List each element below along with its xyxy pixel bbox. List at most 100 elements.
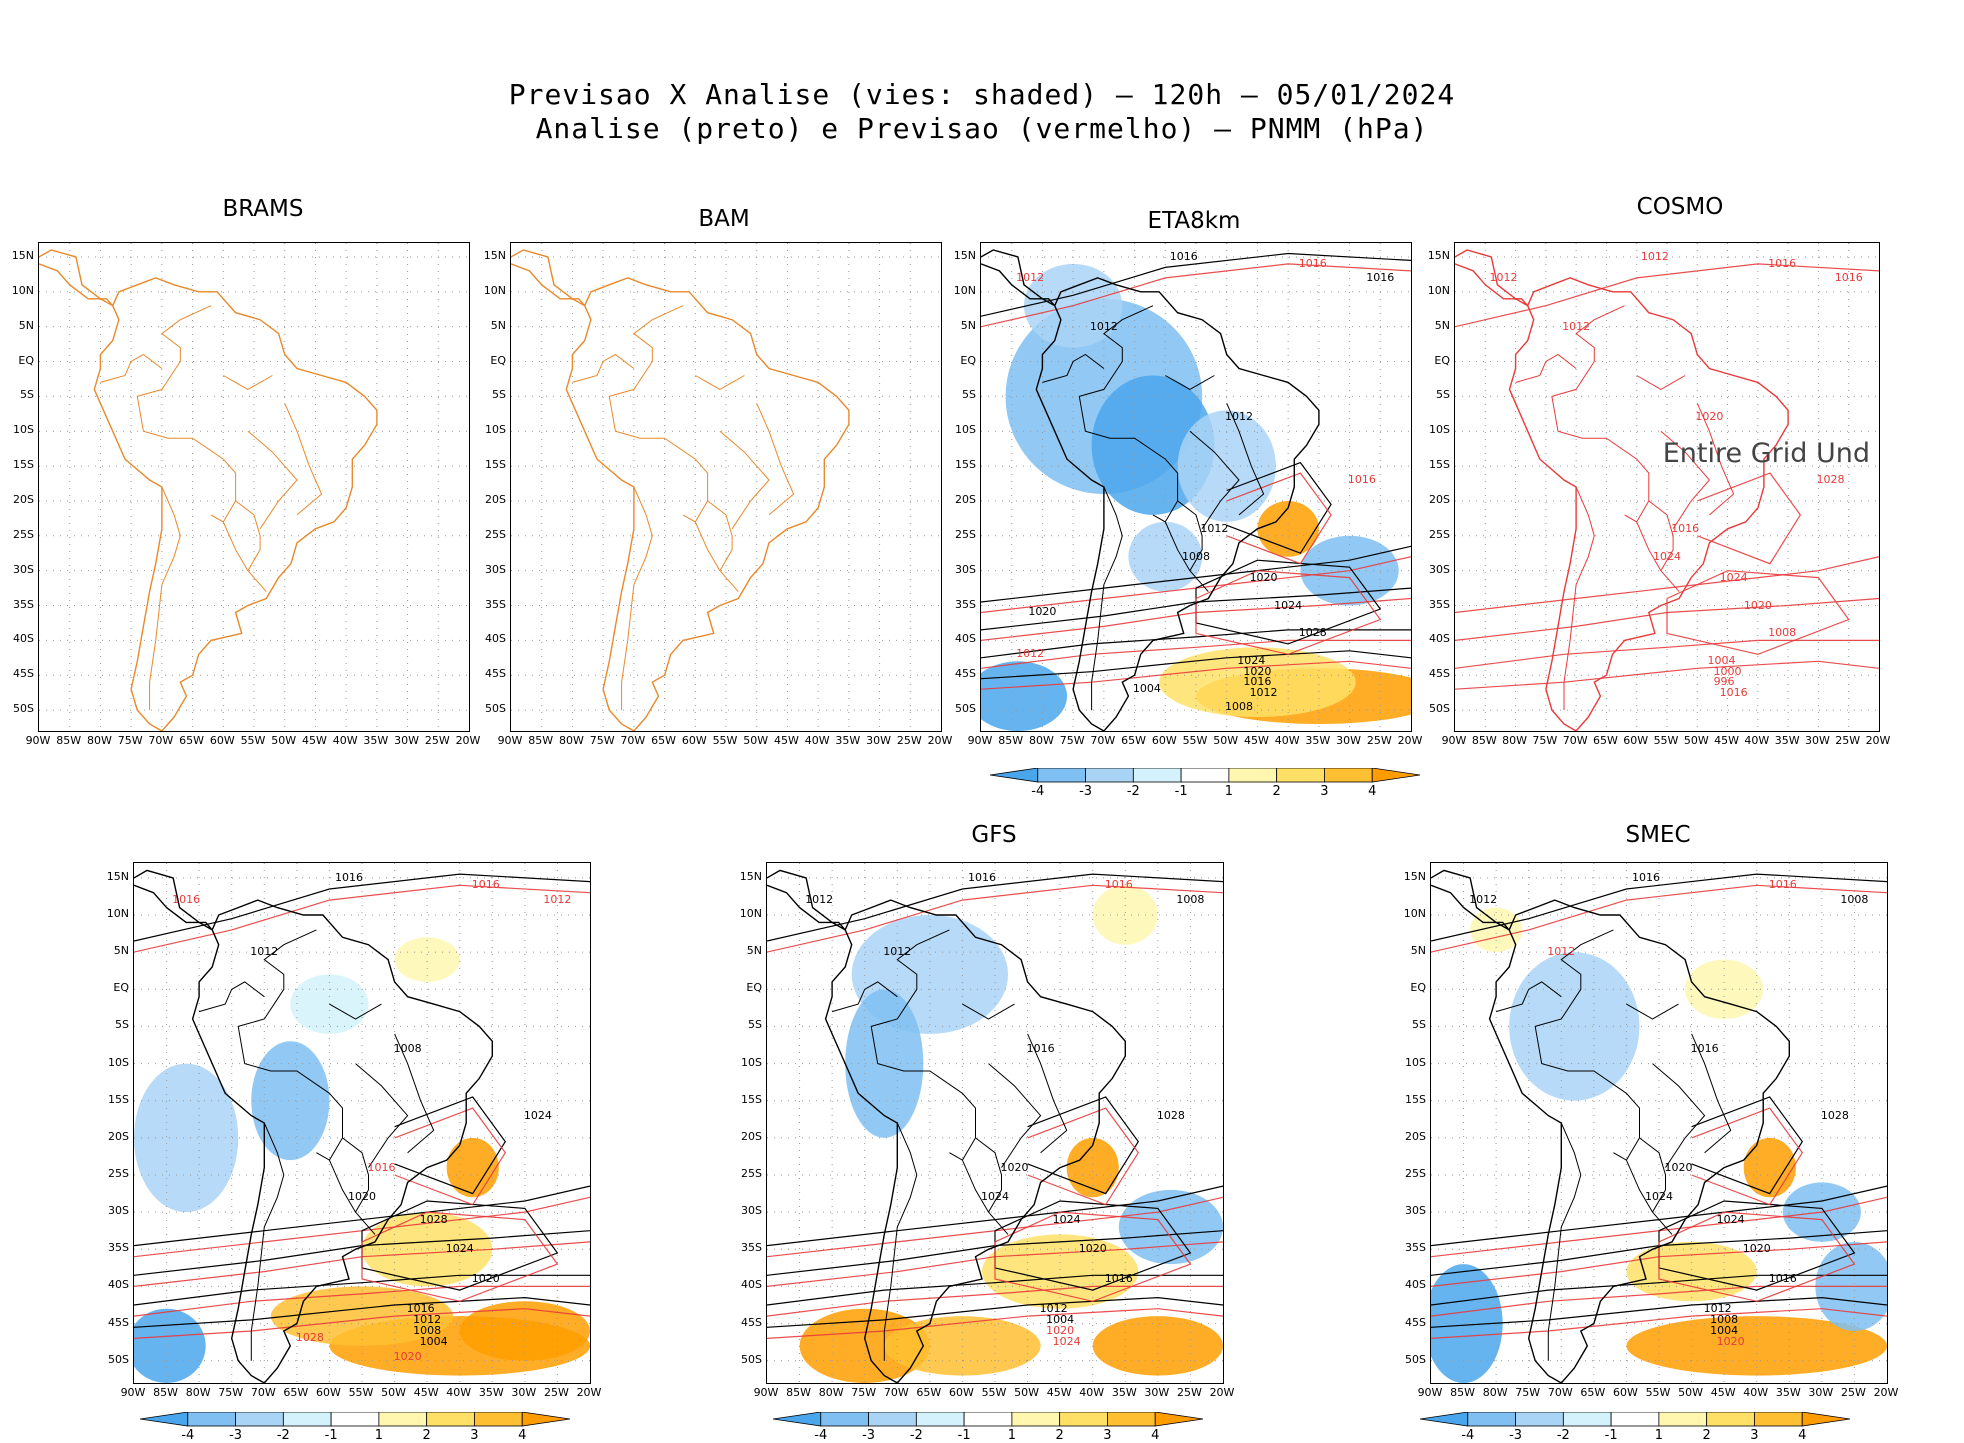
lat-tick-label: 20S [1405, 1129, 1426, 1143]
lat-tick-label: 15S [955, 458, 976, 472]
contour-label: 1024 [523, 1108, 552, 1122]
lon-tick-label: 55W [1182, 734, 1208, 747]
coastline-central-america [1455, 249, 1529, 307]
bias-shading [134, 1063, 239, 1213]
analysis-contour [981, 252, 1411, 317]
contour-label: 1024 [1274, 598, 1303, 612]
lat-tick-label: 20S [1429, 492, 1450, 506]
contour-label: 1012 [543, 893, 572, 907]
analysis-contour [1431, 1274, 1887, 1306]
country-border [621, 486, 653, 711]
colorbar-segment [1011, 1411, 1061, 1427]
lat-tick-label: 25S [13, 527, 34, 541]
lat-tick-label: 40S [13, 632, 34, 646]
bias-shading [1743, 1137, 1796, 1198]
colorbar-segment [915, 1411, 965, 1427]
country-border [962, 1003, 1015, 1020]
lat-tick-label: 45S [13, 667, 34, 681]
contour-label: 1016 [406, 1301, 435, 1315]
bias-shading [799, 1308, 930, 1383]
panel-title: BAM [698, 206, 750, 232]
lon-tick-label: 35W [1775, 1386, 1801, 1399]
contour-label: 1020 [1243, 664, 1272, 678]
lon-tick-label: 60W [1612, 1386, 1638, 1399]
country-border [1691, 1033, 1732, 1154]
grid-lines [767, 863, 1223, 1383]
forecast-contour [361, 1211, 559, 1302]
contour-label: 1020 [1028, 605, 1057, 619]
country-border [1091, 486, 1123, 711]
map-frame [510, 242, 942, 732]
colorbar-segment [1658, 1411, 1708, 1427]
forecast-contour [134, 1285, 590, 1317]
grid-lines [1455, 243, 1879, 731]
bias-shading [1509, 952, 1640, 1101]
colorbar-segment [1754, 1411, 1803, 1427]
colorbar-segment [1132, 767, 1182, 783]
bias-shading [270, 1286, 454, 1346]
country-border [707, 500, 739, 592]
contour-label: 1012 [1640, 249, 1669, 263]
contour-label: 1004 [1710, 1324, 1739, 1337]
lat-tick-label: 20S [955, 492, 976, 506]
lon-tick-label: 35W [478, 1386, 504, 1399]
forecast-contour [1658, 1211, 1856, 1302]
contour-label: 1012 [1703, 1301, 1732, 1315]
figure-title-line1: Previsao X Analise (vies: shaded) – 120h… [508, 78, 1456, 111]
contour-label: 1008 [413, 1324, 442, 1337]
contour-label: 1024 [1645, 1190, 1673, 1204]
lat-tick-label: 50S [955, 702, 976, 716]
forecast-contour [767, 1308, 1223, 1339]
country-border [235, 500, 267, 592]
lon-tick-label: 40W [804, 734, 830, 747]
lat-tick-label: 10N [483, 283, 506, 297]
analysis-contour [1691, 1096, 1804, 1195]
coastline-central-america [134, 869, 213, 931]
contour-label: 1000 [1713, 664, 1742, 678]
lon-tick-label: 75W [1515, 1386, 1541, 1399]
country-border [682, 514, 721, 571]
forecast-contour [134, 884, 590, 953]
colorbar-svg [1419, 1411, 1851, 1427]
forecast-contour [994, 1211, 1192, 1302]
colorbar-segment [1037, 767, 1086, 783]
lon-tick-label: 50W [271, 734, 297, 747]
lon-tick-label: 30W [1804, 734, 1830, 747]
analysis-contour [767, 1274, 1223, 1306]
coastline [191, 899, 493, 1383]
forecast-contour [1455, 660, 1879, 690]
country-border [988, 1063, 1042, 1168]
forecast-contour [981, 660, 1411, 690]
lon-tick-label: 55W [348, 1386, 374, 1399]
bias-shading [981, 661, 1067, 731]
lon-tick-label: 85W [998, 734, 1024, 747]
contour-label: 1016 [1719, 685, 1748, 699]
grid-lines [511, 243, 941, 731]
panel-title: BRAMS [222, 196, 304, 222]
lat-tick-label: 10S [955, 423, 976, 437]
map-frame: 1016 1016 1016 1012 1012 1008 1016 1020 1024 1028… [133, 862, 591, 1384]
lat-tick-label: 25S [955, 527, 976, 541]
lon-tick-label: 65W [916, 1386, 942, 1399]
lat-tick-label: 15N [1403, 869, 1426, 883]
contour-label: 1024 [1653, 549, 1681, 563]
lat-tick-label: 30S [13, 562, 34, 576]
country-border [1626, 1003, 1679, 1020]
contour-label: 1024 [981, 1190, 1009, 1204]
country-border [284, 403, 323, 516]
lat-tick-label: 30S [485, 562, 506, 576]
lon-tick-label: 30W [866, 734, 891, 747]
coastline [1488, 899, 1790, 1383]
colorbar-segment [330, 1411, 380, 1427]
analysis-contour [1027, 1096, 1140, 1195]
lat-tick-label: 45S [108, 1315, 129, 1329]
map-canvas [39, 243, 469, 731]
contour-label: 1004 [1132, 682, 1161, 696]
colorbar: -4 -3 -2 -1 1 2 3 4 [772, 1411, 1207, 1443]
lat-tick-label: 25S [485, 527, 506, 541]
coastline-central-america [39, 249, 114, 307]
colorbar-segment [1107, 1411, 1156, 1427]
contour-label: 1012 [1016, 270, 1045, 284]
country-border [1636, 375, 1686, 390]
map-canvas [981, 243, 1411, 731]
